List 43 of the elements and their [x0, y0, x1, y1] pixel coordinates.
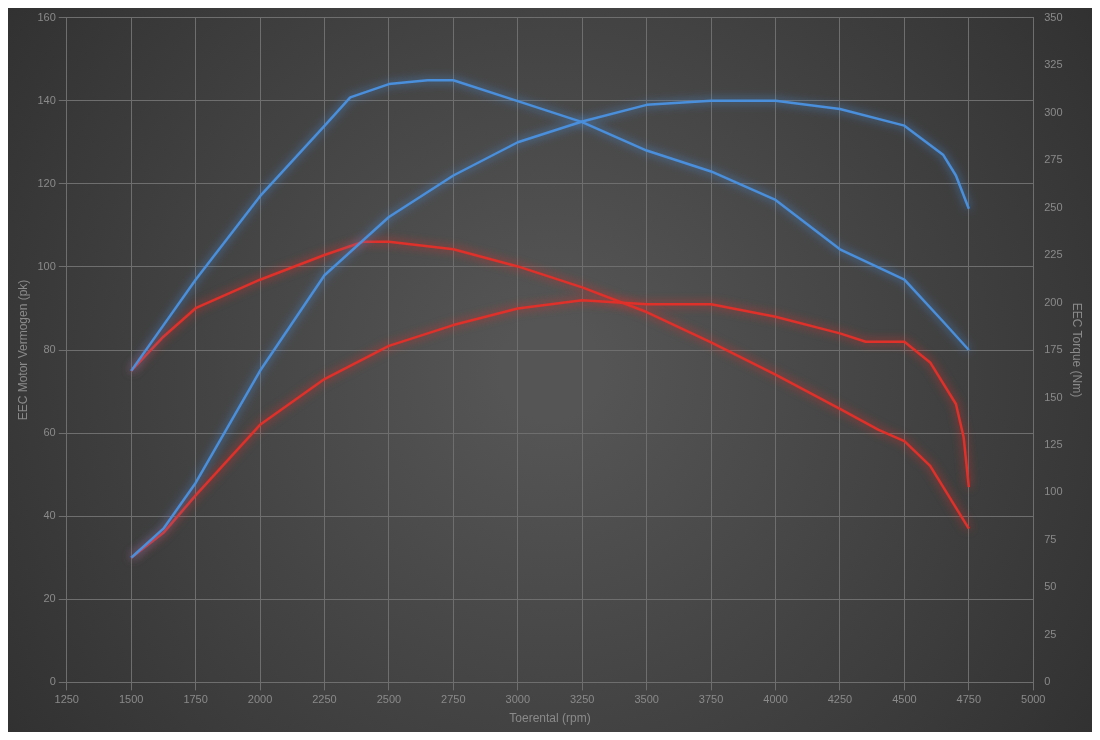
y2-tick-label: 0: [1044, 675, 1051, 688]
y2-tick-label: 100: [1044, 485, 1063, 498]
x-tick-label: 3000: [505, 693, 531, 706]
y2-tick-label: 150: [1044, 390, 1063, 403]
x-tick-label: 1250: [54, 693, 79, 706]
x-tick-label: 4250: [827, 693, 853, 706]
y2-tick-label: 175: [1044, 343, 1063, 356]
x-tick-label: 4000: [763, 693, 788, 706]
x-tick-label: 3500: [634, 693, 659, 706]
y-tick-label: 120: [37, 176, 56, 189]
x-tick-label: 2500: [376, 693, 402, 706]
y-tick-label: 140: [37, 93, 56, 106]
y2-tick-label: 125: [1044, 438, 1063, 450]
x-tick-label: 1750: [183, 693, 208, 706]
y2-tick-label: 350: [1044, 10, 1063, 23]
y-tick-label: 0: [49, 675, 56, 688]
y2-tick-label: 200: [1044, 295, 1063, 308]
x-tick-label: 3750: [698, 693, 724, 706]
x-tick-label: 4750: [956, 693, 982, 706]
x-tick-label: 4500: [892, 693, 917, 706]
y-tick-label: 80: [43, 343, 56, 356]
x-tick-label: 2000: [247, 693, 273, 706]
y-tick-label: 60: [43, 426, 56, 439]
y-tick-label: 100: [37, 259, 56, 272]
x-tick-label: 2250: [312, 693, 337, 706]
y2-tick-label: 50: [1044, 580, 1057, 593]
x-tick-label: 2750: [441, 693, 466, 706]
x-tick-label: 5000: [1021, 693, 1046, 706]
y-tick-label: 20: [43, 592, 56, 605]
y2-tick-label: 25: [1044, 627, 1057, 640]
x-axis-title: Toerental (rpm): [509, 711, 591, 726]
y2-tick-label: 300: [1044, 105, 1063, 118]
x-tick-label: 1500: [118, 693, 144, 706]
y-tick-label: 40: [43, 509, 56, 522]
x-tick-label: 3250: [569, 693, 595, 706]
y-tick-label: 160: [37, 10, 56, 23]
y2-tick-label: 75: [1044, 532, 1057, 545]
y2-tick-label: 250: [1044, 200, 1063, 213]
y-axis-title: EEC Motor Vermogen (pk): [15, 279, 30, 421]
y2-axis-title: EEC Torque (Nm): [1070, 302, 1085, 398]
y2-tick-label: 275: [1044, 153, 1063, 166]
y2-tick-label: 325: [1044, 58, 1063, 71]
y2-tick-label: 225: [1044, 248, 1063, 261]
